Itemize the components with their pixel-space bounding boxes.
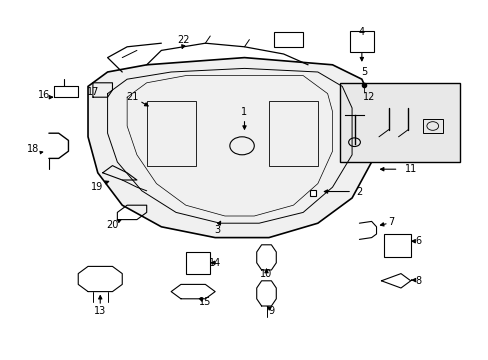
Text: 1: 1 bbox=[241, 107, 247, 117]
Text: 14: 14 bbox=[208, 258, 221, 268]
Text: 7: 7 bbox=[387, 217, 393, 227]
Text: 16: 16 bbox=[38, 90, 50, 100]
Bar bbox=[349, 31, 373, 52]
Bar bbox=[185, 252, 210, 274]
Text: 22: 22 bbox=[177, 35, 189, 45]
Text: 6: 6 bbox=[414, 236, 420, 246]
Text: 19: 19 bbox=[90, 182, 103, 192]
Text: 18: 18 bbox=[27, 144, 40, 154]
Bar bbox=[422, 119, 442, 133]
Text: 5: 5 bbox=[361, 67, 366, 77]
Text: 2: 2 bbox=[356, 186, 362, 197]
Text: 11: 11 bbox=[404, 164, 416, 174]
Text: 12: 12 bbox=[362, 92, 375, 102]
Text: 21: 21 bbox=[125, 92, 138, 102]
Text: 13: 13 bbox=[94, 306, 106, 316]
Text: 4: 4 bbox=[358, 27, 364, 37]
Bar bbox=[273, 32, 303, 47]
Text: 9: 9 bbox=[268, 306, 274, 316]
Polygon shape bbox=[88, 58, 371, 238]
Bar bbox=[339, 83, 459, 162]
Text: 8: 8 bbox=[414, 276, 420, 286]
Text: 3: 3 bbox=[214, 225, 220, 235]
Text: 15: 15 bbox=[199, 297, 211, 307]
Text: 10: 10 bbox=[260, 269, 272, 279]
Text: 20: 20 bbox=[106, 220, 119, 230]
Text: 17: 17 bbox=[86, 87, 99, 97]
Bar bbox=[383, 234, 410, 257]
